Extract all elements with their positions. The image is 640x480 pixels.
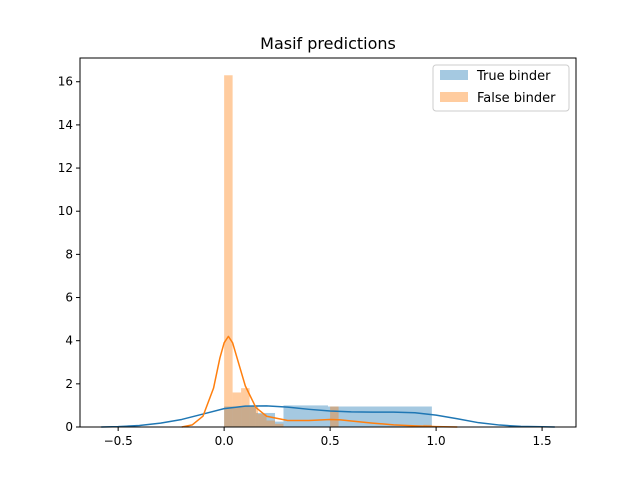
legend-swatch: [440, 70, 468, 80]
legend-swatch: [440, 92, 468, 102]
legend-label: True binder: [476, 69, 551, 84]
histogram-bar: [258, 414, 267, 427]
x-tick-label: −0.5: [104, 434, 133, 448]
histogram-bar: [241, 388, 250, 427]
plot-frame: [79, 57, 577, 428]
legend-frame: [432, 64, 570, 112]
y-tick-label: 14: [58, 118, 73, 132]
histogram-bar: [232, 392, 242, 427]
y-axis: 0 2 4 6 8 10 12 14 16: [58, 75, 80, 434]
y-tick-label: 16: [58, 75, 73, 89]
y-tick-label: 2: [65, 377, 73, 391]
x-tick-label: 1.0: [427, 434, 446, 448]
y-tick-label: 10: [58, 204, 73, 218]
chart-title: Masif predictions: [260, 34, 396, 53]
histogram-bar: [283, 405, 328, 427]
x-tick-label: 0.5: [321, 434, 340, 448]
histogram-bar: [224, 406, 256, 427]
legend-label: False binder: [477, 91, 556, 106]
x-axis: −0.5 0.0 0.5 1.0 1.5: [104, 427, 552, 448]
kde-line: [101, 405, 555, 428]
kde-line: [181, 335, 458, 428]
y-tick-label: 8: [65, 247, 73, 261]
y-tick-label: 0: [65, 420, 73, 434]
y-tick-label: 4: [65, 334, 73, 348]
x-tick-label: 1.5: [533, 434, 552, 448]
histogram-bar: [275, 421, 284, 427]
histogram-bar: [224, 75, 233, 428]
histogram-bar: [249, 406, 259, 427]
histogram-bar: [275, 423, 284, 427]
histogram-bar: [330, 406, 339, 427]
y-tick-label: 6: [65, 291, 73, 305]
y-tick-label: 12: [58, 161, 73, 175]
legend: True binder False binder: [432, 64, 570, 112]
x-tick-label: 0.0: [215, 434, 234, 448]
plot-area: [101, 75, 555, 428]
histogram-bar: [266, 420, 276, 427]
